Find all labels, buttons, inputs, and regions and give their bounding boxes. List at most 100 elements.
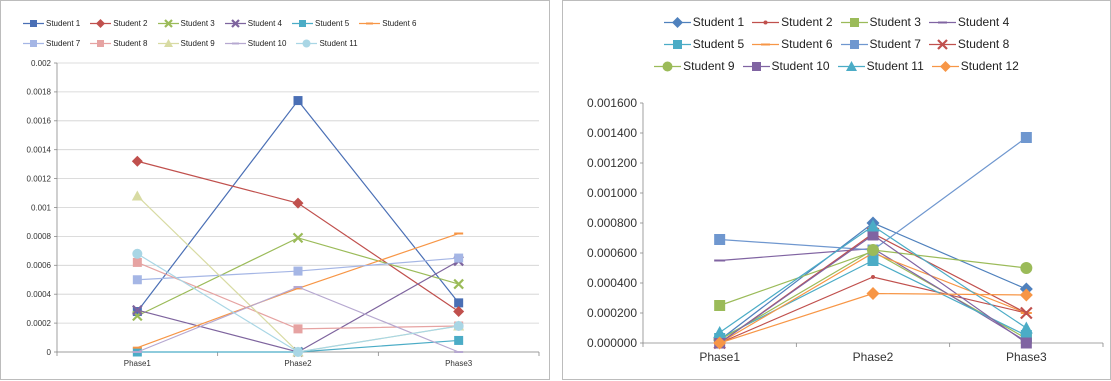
y-tick-label: 0.0012 (27, 174, 52, 183)
legend-swatch (742, 61, 770, 71)
legend-label: Student 4 (957, 15, 1010, 29)
legend-swatch (837, 60, 865, 71)
series-line (137, 286, 459, 353)
x-tick-label: Phase3 (1006, 350, 1047, 364)
legend-marker (751, 61, 761, 71)
legend-marker (937, 38, 948, 50)
chart-left-plot: 0 0.0002 0.0004 0.0006 0.0008 0.001 0.0012 0.00… (27, 59, 540, 368)
data-point (866, 287, 880, 300)
legend-item-student-3: Student 3 (157, 18, 215, 29)
data-point (132, 275, 142, 285)
data-point (132, 248, 143, 259)
legend-label: Student 7 (46, 38, 81, 48)
data-point (871, 275, 875, 279)
legend-marker (849, 39, 859, 49)
series-student-12 (713, 287, 1033, 350)
legend-label: Student 5 (315, 18, 350, 28)
legend-item-student-10: Student 10 (742, 59, 830, 73)
legend-label: Student 5 (692, 37, 745, 51)
y-tick-label: 0.000000 (587, 336, 637, 350)
data-point (714, 234, 726, 245)
legend-item-student-6: Student 6 (359, 18, 417, 29)
legend-marker (163, 38, 173, 47)
legend-swatch (23, 39, 44, 47)
x-tick-label: Phase1 (699, 350, 740, 364)
data-point (1020, 132, 1032, 143)
legend-label: Student 1 (692, 15, 745, 29)
data-point (1019, 321, 1033, 334)
legend-label: Student 11 (866, 59, 924, 73)
legend-label: Student 9 (683, 59, 735, 73)
y-tick-label: 0.0006 (27, 261, 52, 270)
legend-marker (672, 39, 682, 49)
series-student-10 (132, 285, 464, 353)
legend-swatch (23, 19, 44, 27)
legend-marker (662, 61, 673, 71)
y-tick-label: 0.002 (31, 59, 52, 68)
legend-item-student-11: Student 11 (296, 38, 358, 49)
data-point (1020, 330, 1032, 341)
legend-label: Student 9 (180, 38, 215, 48)
y-tick-label: 0.0014 (27, 146, 52, 155)
legend-swatch (752, 43, 780, 45)
y-tick-label: 0.0018 (27, 88, 52, 97)
data-point (867, 244, 879, 256)
data-point (867, 255, 879, 266)
legend-swatch (928, 21, 956, 23)
legend-label: Student 2 (113, 18, 148, 28)
legend-item-student-10: Student 10 (224, 38, 287, 49)
legend-item-student-6: Student 6 (752, 37, 833, 51)
legend-marker (30, 19, 37, 27)
legend-row: Student 5 Student 6 Student 7 Student 8 (563, 33, 1110, 55)
legend-swatch (157, 38, 179, 47)
data-point (454, 335, 464, 345)
legend-label: Student 2 (781, 15, 833, 29)
data-point (131, 190, 143, 201)
legend-item-student-4: Student 4 (928, 15, 1010, 29)
legend-marker (30, 39, 37, 47)
x-tick-label: Phase1 (124, 359, 152, 368)
data-point (713, 326, 727, 338)
legend-label: Student 1 (46, 18, 81, 28)
legend-item-student-9: Student 9 (157, 38, 215, 49)
legend-marker (96, 18, 106, 28)
y-tick-label: 0.000400 (587, 276, 637, 290)
legend-label: Student 10 (247, 38, 287, 48)
data-point (1020, 262, 1033, 274)
chart-right: Student 1 Student 2 Student 3 Student 4 Stud… (562, 0, 1111, 380)
data-point (867, 229, 879, 241)
legend-swatch (840, 17, 868, 27)
legend-swatch (663, 16, 691, 28)
data-point (132, 257, 142, 267)
y-tick-label: 0.0016 (27, 117, 52, 126)
chart-right-plot: 0.000000 0.000200 0.000400 0.000600 0.000800… (587, 96, 1104, 364)
legend-label: Student 10 (771, 59, 830, 73)
x-axis: Phase1 Phase2 Phase3 (642, 343, 1104, 364)
legend-swatch (931, 60, 959, 72)
legend-marker (845, 60, 857, 71)
y-tick-label: 0 (47, 348, 52, 357)
legend-item-student-5: Student 5 (663, 37, 745, 51)
legend-label: Student 4 (247, 18, 282, 28)
legend-item-student-8: Student 8 (90, 38, 148, 49)
legend-row: Student 9 Student 10 Student 11 Student 12 (563, 55, 1110, 77)
legend-item-student-1: Student 1 (663, 15, 745, 29)
data-point (293, 96, 303, 106)
data-point (454, 253, 464, 263)
legend-label: Student 8 (113, 38, 148, 48)
legend-swatch (663, 39, 691, 49)
x-axis: Phase1 Phase2 Phase3 (56, 352, 540, 368)
y-tick-label: 0.001600 (587, 96, 637, 110)
legend-label: Student 6 (781, 37, 833, 51)
legend-swatch (157, 18, 179, 28)
legend-item-student-4: Student 4 (224, 18, 282, 29)
legend-swatch (840, 39, 868, 49)
data-point (293, 266, 303, 276)
legend: Student 1 Student 2 Student 3 Student 4 Stud… (1, 13, 549, 53)
series-student-2 (131, 155, 465, 318)
y-tick-label: 0.001200 (587, 156, 637, 170)
legend-swatch (90, 39, 112, 47)
legend-item-student-7: Student 7 (840, 37, 921, 51)
y-tick-label: 0.0004 (27, 290, 52, 299)
legend-marker (97, 39, 105, 47)
